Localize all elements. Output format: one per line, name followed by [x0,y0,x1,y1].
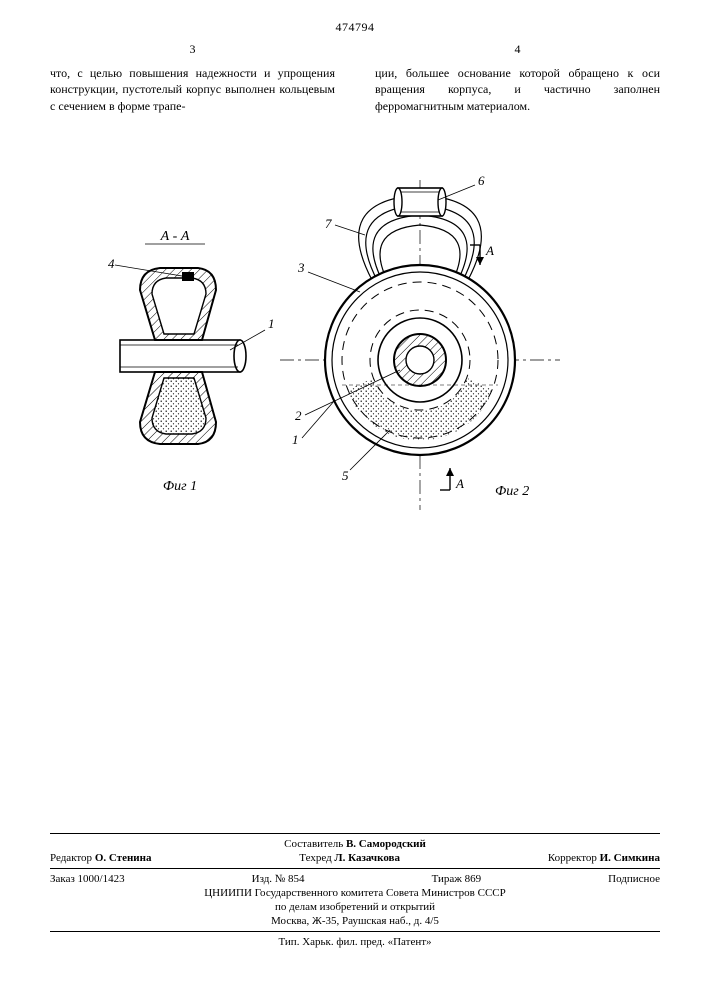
org1: ЦНИИПИ Государственного комитета Совета … [50,887,660,899]
page-num-right: 4 [375,41,660,57]
fig1-label: Фиг 1 [163,479,197,494]
ref-2: 2 [295,408,302,423]
left-column: 3 что, с целью повышения надежности и уп… [50,41,335,114]
compiler-row: Составитель В. Самородский [50,838,660,850]
footer-rule-1 [50,833,660,834]
page-num-left: 3 [50,41,335,57]
corrector-name: И. Симкина [600,852,660,864]
corrector-label: Корректор [548,852,597,864]
org2: по делам изобретений и открытий [50,901,660,913]
editor-name: О. Стенина [95,852,152,864]
text-columns: 3 что, с целью повышения надежности и уп… [50,41,660,114]
ref-1-fig2: 1 [292,432,299,447]
section-A-top: А [485,243,494,258]
ref-4: 4 [108,256,115,271]
ref-1-fig1: 1 [268,316,275,331]
compiler-name: В. Самородский [346,838,426,850]
tech-name: Л. Казачкова [334,852,400,864]
footer-rule-3 [50,931,660,932]
address: Москва, Ж-35, Раушская наб., д. 4/5 [50,915,660,927]
compiler-label: Составитель [284,838,343,850]
corrector-block: Корректор И. Симкина [548,852,660,864]
doc-number: 474794 [50,20,660,35]
section-label: А - А [160,229,190,244]
order: Заказ 1000/1423 [50,873,125,885]
print-row: Заказ 1000/1423 Изд. № 854 Тираж 869 Под… [50,873,660,885]
ref-3: 3 [297,260,305,275]
right-col-text: ции, большее основание которой обращено … [375,65,660,114]
tirazh: Тираж 869 [432,873,482,885]
right-column: 4 ции, большее основание которой обращен… [375,41,660,114]
editors-row: Редактор О. Стенина Техред Л. Казачкова … [50,852,660,864]
ref-5: 5 [342,468,349,483]
left-col-text: что, с целью повышения надежности и упро… [50,65,335,114]
section-A-bottom: А [455,476,464,491]
editor-label: Редактор [50,852,92,864]
figure-area: А - А 4 1 Фиг 1 [50,160,660,580]
fig2: А А 3 2 1 5 6 7 Фиг 2 [280,173,560,510]
editor-block: Редактор О. Стенина [50,852,151,864]
fig1: А - А 4 1 Фиг 1 [108,229,275,494]
podpisnoe: Подписное [608,873,660,885]
fig2-label: Фиг 2 [495,484,529,499]
tech-block: Техред Л. Казачкова [299,852,400,864]
figure-svg: А - А 4 1 Фиг 1 [50,160,660,580]
izd: Изд. № 854 [252,873,305,885]
footer-rule-2 [50,868,660,869]
tech-label: Техред [299,852,331,864]
section-arrow-bottom: А [440,468,464,491]
typography: Тип. Харьк. фил. пред. «Патент» [50,936,660,948]
ref-7: 7 [325,216,332,231]
footer: Составитель В. Самородский Редактор О. С… [50,829,660,950]
ref-6: 6 [478,173,485,188]
